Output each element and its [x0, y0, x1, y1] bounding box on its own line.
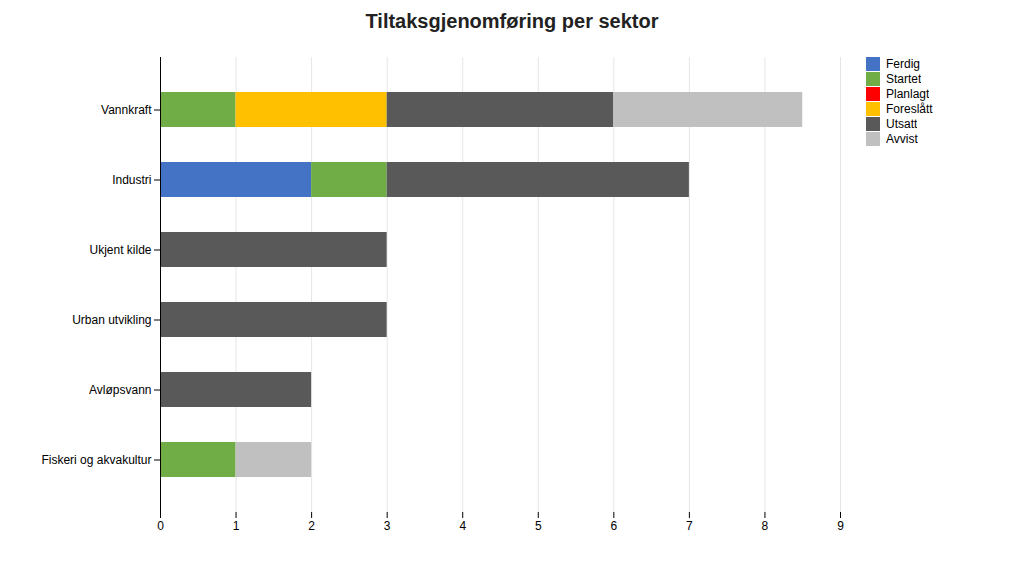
svg-text:Fiskeri og akvakultur: Fiskeri og akvakultur	[41, 453, 151, 467]
svg-text:Urban utvikling: Urban utvikling	[72, 313, 151, 327]
svg-text:3: 3	[384, 519, 391, 533]
html-text:Planlagt: Planlagt	[886, 87, 930, 101]
html-text:Tiltaksgjenomføring per sektor: Tiltaksgjenomføring per sektor	[365, 10, 659, 32]
svg-text:7: 7	[686, 519, 693, 533]
html-text:Avvist: Avvist	[886, 132, 918, 146]
svg-text:0: 0	[157, 519, 164, 533]
svg-text:1: 1	[233, 519, 240, 533]
svg-text:Avløpsvann: Avløpsvann	[89, 383, 151, 397]
svg-text:9: 9	[837, 519, 844, 533]
svg-text:Industri: Industri	[112, 173, 151, 187]
svg-text:Vannkraft: Vannkraft	[101, 103, 152, 117]
svg-text:8: 8	[762, 519, 769, 533]
svg-text:2: 2	[308, 519, 315, 533]
html-text:Foreslått: Foreslått	[886, 102, 933, 116]
svg-text:Ukjent kilde: Ukjent kilde	[89, 243, 151, 257]
html-text:Startet: Startet	[886, 72, 922, 86]
html-text:Ferdig: Ferdig	[886, 57, 920, 71]
html-text:Utsatt: Utsatt	[886, 117, 918, 131]
svg-text:5: 5	[535, 519, 542, 533]
svg-text:6: 6	[610, 519, 617, 533]
svg-text:4: 4	[459, 519, 466, 533]
